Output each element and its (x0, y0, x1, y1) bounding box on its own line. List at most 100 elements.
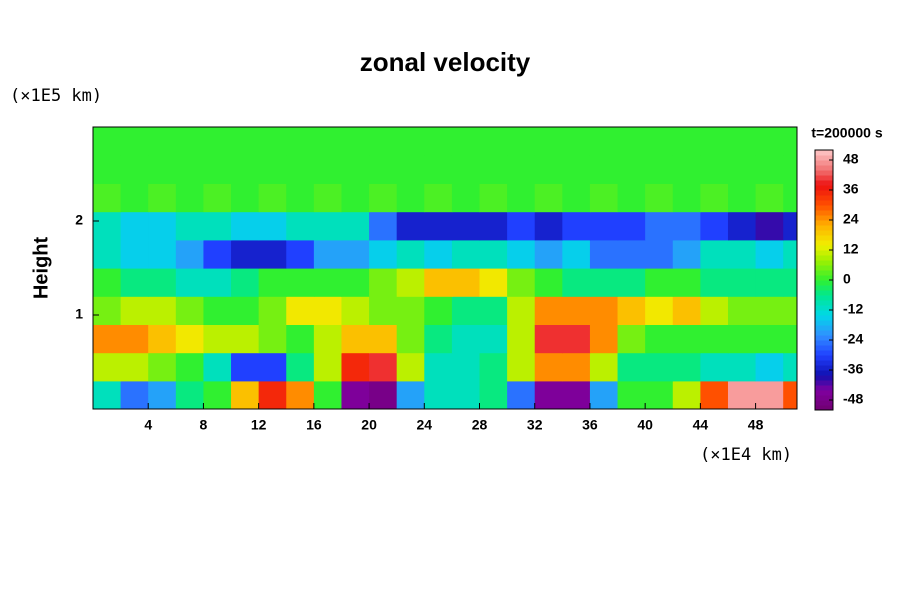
colorbar-band (815, 190, 833, 196)
heat-cell (562, 239, 591, 269)
heat-cell (231, 183, 260, 213)
heat-cell (258, 127, 287, 156)
heat-cell (203, 239, 232, 269)
x-tick-label: 48 (748, 417, 764, 433)
heat-cell (507, 380, 536, 409)
heat-cell (148, 127, 177, 156)
heat-cell (589, 155, 619, 184)
colorbar-band (815, 220, 833, 226)
colorbar-band (815, 225, 833, 231)
colorbar-band (815, 235, 833, 241)
heat-cell (617, 155, 646, 184)
heat-cell (396, 268, 425, 297)
heat-cell (258, 211, 287, 241)
colorbar-band (815, 260, 833, 266)
colorbar-tick-label: 36 (843, 181, 859, 197)
heat-cell (589, 268, 619, 297)
heat-cell (589, 211, 619, 241)
heat-cell (672, 211, 701, 241)
heat-cell (755, 239, 784, 269)
heat-cell (727, 380, 757, 409)
heat-cell (617, 324, 646, 354)
heat-cell (258, 352, 287, 382)
colorbar-band (815, 245, 833, 251)
heat-cell (672, 183, 701, 213)
colorbar-band (815, 310, 833, 316)
colorbar-band (815, 255, 833, 261)
x-tick-label: 16 (306, 417, 322, 433)
heat-cell (175, 380, 205, 409)
heat-cell (672, 352, 701, 382)
heat-cell (507, 127, 536, 156)
heat-cell (203, 268, 232, 297)
colorbar-band (815, 405, 833, 411)
heat-cell (369, 155, 398, 184)
heat-cell (672, 296, 701, 325)
heat-cell (286, 324, 315, 354)
colorbar-band (815, 390, 833, 396)
heat-cell (424, 324, 453, 354)
colorbar-band (815, 380, 833, 386)
heat-cell (313, 239, 343, 269)
heat-cell (258, 324, 287, 354)
heat-cell (120, 127, 149, 156)
heat-cell (645, 268, 674, 297)
heat-cell (369, 380, 398, 409)
heat-cell (258, 268, 287, 297)
heat-cell (645, 155, 674, 184)
heat-cell (479, 324, 508, 354)
heat-cell (672, 380, 701, 409)
colorbar-band (815, 305, 833, 311)
heat-cell (93, 239, 122, 269)
heat-cell (479, 380, 508, 409)
heat-cell (396, 296, 425, 325)
heat-cell (93, 324, 122, 354)
heat-cell (175, 352, 205, 382)
colorbar-band (815, 230, 833, 236)
x-tick-label: 32 (527, 417, 543, 433)
heat-cell (507, 211, 536, 241)
heat-cell (700, 239, 729, 269)
heat-cell (369, 324, 398, 354)
colorbar-band (815, 155, 833, 161)
colorbar-band (815, 315, 833, 321)
heat-cell (755, 296, 784, 325)
heat-cell (396, 211, 425, 241)
heat-cell (507, 268, 536, 297)
heat-cell (175, 268, 205, 297)
plot-area (93, 127, 797, 409)
heat-cell (341, 352, 370, 382)
x-tick-label: 28 (472, 417, 488, 433)
heat-cell (700, 352, 729, 382)
heat-cell (175, 324, 205, 354)
heat-cell (341, 324, 370, 354)
heat-cell (231, 239, 260, 269)
heat-cell (479, 296, 508, 325)
heat-cell (451, 380, 481, 409)
heat-cell (286, 296, 315, 325)
heat-cell (783, 324, 797, 354)
heat-cell (175, 239, 205, 269)
heat-cell (313, 324, 343, 354)
heat-cell (589, 127, 619, 156)
heat-cell (93, 268, 122, 297)
heat-cell (451, 127, 481, 156)
heat-cell (341, 380, 370, 409)
heat-cell (755, 380, 784, 409)
heat-cell (479, 239, 508, 269)
heat-cell (148, 183, 177, 213)
heat-cell (534, 268, 563, 297)
heat-cell (93, 211, 122, 241)
colorbar-band (815, 280, 833, 286)
heat-cell (424, 296, 453, 325)
heat-cell (507, 155, 536, 184)
heat-cell (451, 352, 481, 382)
heat-cell (700, 155, 729, 184)
heat-cell (562, 324, 591, 354)
heat-cell (783, 352, 797, 382)
colorbar-band (815, 265, 833, 271)
colorbar-band (815, 290, 833, 296)
heat-cell (258, 183, 287, 213)
heat-cell (617, 352, 646, 382)
colorbar-tick-label: 24 (843, 211, 859, 227)
